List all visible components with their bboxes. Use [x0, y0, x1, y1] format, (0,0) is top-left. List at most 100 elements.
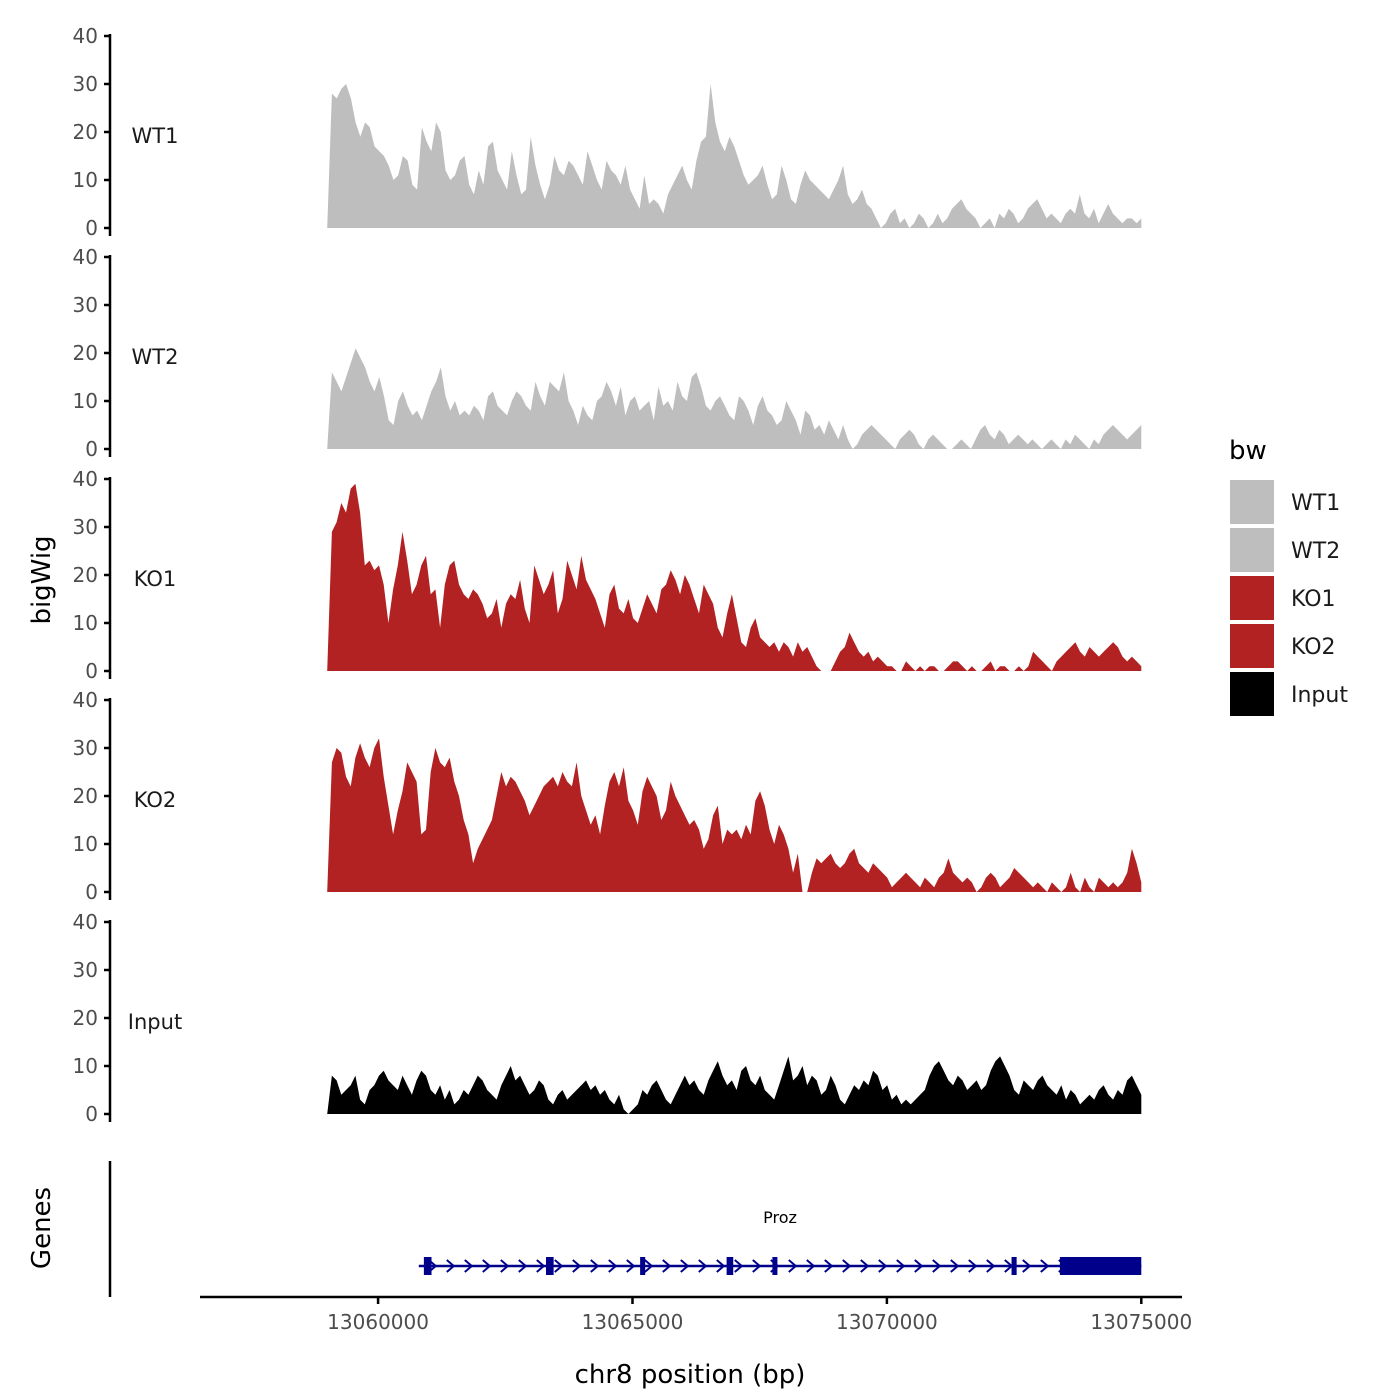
strand-arrow-icon: [860, 1259, 870, 1273]
strand-arrow-icon: [734, 1259, 744, 1273]
strand-arrow-icon: [968, 1259, 978, 1273]
strand-arrow-icon: [536, 1259, 546, 1273]
strand-arrow-icon: [572, 1259, 582, 1273]
x-axis: 13060000 13065000 13070000 13075000: [200, 1295, 1192, 1334]
strand-arrow-icon: [1040, 1259, 1050, 1273]
legend-swatch-wt1: [1230, 480, 1274, 524]
strand-arrow-icon: [788, 1259, 798, 1273]
gene-proz: Proz: [418, 1208, 1142, 1275]
y-tick-label: 30: [73, 958, 98, 982]
legend: bw WT1 WT2 KO1 KO2 Input: [1229, 436, 1348, 716]
area-input: [327, 1056, 1142, 1114]
y-tick-label: 30: [73, 293, 98, 317]
strand-arrow-icon: [842, 1259, 852, 1273]
gene-exon: [1059, 1257, 1142, 1275]
y-tick-label: 0: [85, 1102, 98, 1126]
x-tick-label: 13070000: [836, 1310, 938, 1334]
x-tick-label: 13075000: [1090, 1310, 1192, 1334]
y-tick-label: 20: [73, 1006, 98, 1030]
strand-arrow-icon: [752, 1259, 762, 1273]
coverage-tracks: 0 10 20 30 40 WT1 0 10 20 30 40 WT2 0 10 20 30 40 KO1 0 10 2…: [73, 24, 1142, 1126]
y-tick-label: 0: [85, 216, 98, 240]
y-tick-label: 40: [73, 910, 98, 934]
strand-arrow-icon: [680, 1259, 690, 1273]
y-tick-label: 10: [73, 832, 98, 856]
area-ko2: [327, 738, 1142, 892]
track-ko1: 0 10 20 30 40 KO1: [73, 467, 1142, 683]
y-tick-label: 10: [73, 168, 98, 192]
legend-label-ko2: KO2: [1291, 635, 1336, 660]
y-axis-title: bigWig: [27, 535, 57, 624]
y-tick-label: 10: [73, 389, 98, 413]
y-tick-label: 40: [73, 24, 98, 48]
y-tick-label: 20: [73, 563, 98, 587]
strand-arrow-icon: [464, 1259, 474, 1273]
x-axis-title: chr8 position (bp): [575, 1360, 806, 1390]
x-tick-label: 13060000: [327, 1310, 429, 1334]
y-tick-label: 0: [85, 880, 98, 904]
strand-arrow-icon: [896, 1259, 906, 1273]
strand-arrow-icon: [1022, 1259, 1032, 1273]
gene-exon: [772, 1257, 778, 1275]
area-wt1: [327, 84, 1142, 228]
strand-arrow-icon: [824, 1259, 834, 1273]
strand-arrow-icon: [608, 1259, 618, 1273]
x-tick-label: 13065000: [582, 1310, 684, 1334]
legend-swatch-input: [1230, 672, 1274, 716]
y-tick-label: 40: [73, 688, 98, 712]
legend-label-wt2: WT2: [1291, 539, 1340, 564]
strand-arrow-icon: [662, 1259, 672, 1273]
track-label-wt1: WT1: [132, 124, 179, 148]
track-input: 0 10 20 30 40 Input: [73, 910, 1142, 1126]
track-ko2: 0 10 20 30 40 KO2: [73, 688, 1142, 904]
strand-arrow-icon: [482, 1259, 492, 1273]
y-tick-label: 0: [85, 437, 98, 461]
legend-swatch-ko2: [1230, 624, 1274, 668]
legend-label-input: Input: [1291, 683, 1348, 708]
strand-arrow-icon: [878, 1259, 888, 1273]
strand-arrow-icon: [644, 1259, 654, 1273]
strand-arrow-icon: [806, 1259, 816, 1273]
y-tick-label: 20: [73, 120, 98, 144]
gene-exon: [545, 1257, 554, 1275]
area-ko1: [327, 483, 1142, 671]
strand-arrow-icon: [932, 1259, 942, 1273]
area-wt2: [327, 348, 1142, 449]
strand-arrow-icon: [500, 1259, 510, 1273]
strand-arrow-icon: [590, 1259, 600, 1273]
legend-swatch-wt2: [1230, 528, 1274, 572]
y-tick-label: 10: [73, 611, 98, 635]
y-tick-label: 10: [73, 1054, 98, 1078]
genes-axis-title: Genes: [27, 1187, 57, 1269]
track-wt1: 0 10 20 30 40 WT1: [73, 24, 1142, 240]
gene-name-label: Proz: [763, 1208, 797, 1227]
gene-exon: [726, 1257, 734, 1275]
strand-arrow-icon: [914, 1259, 924, 1273]
y-tick-label: 40: [73, 245, 98, 269]
y-tick-label: 30: [73, 72, 98, 96]
strand-arrow-icon: [986, 1259, 996, 1273]
gene-exon: [423, 1257, 432, 1275]
y-tick-label: 30: [73, 736, 98, 760]
legend-title: bw: [1229, 436, 1267, 466]
track-label-ko1: KO1: [134, 567, 177, 591]
strand-arrow-icon: [950, 1259, 960, 1273]
y-tick-label: 40: [73, 467, 98, 491]
y-tick-label: 20: [73, 341, 98, 365]
y-tick-label: 0: [85, 659, 98, 683]
gene-track: Proz: [108, 1161, 1142, 1297]
y-tick-label: 30: [73, 515, 98, 539]
strand-arrow-icon: [626, 1259, 636, 1273]
strand-arrow-icon: [446, 1259, 456, 1273]
track-wt2: 0 10 20 30 40 WT2: [73, 245, 1142, 461]
track-label-ko2: KO2: [134, 788, 177, 812]
legend-label-ko1: KO1: [1291, 587, 1336, 612]
y-tick-label: 20: [73, 784, 98, 808]
track-label-input: Input: [128, 1010, 182, 1034]
strand-arrow-icon: [716, 1259, 726, 1273]
strand-arrow-icon: [698, 1259, 708, 1273]
gene-exon: [1011, 1257, 1017, 1275]
gene-exon: [640, 1257, 646, 1275]
track-label-wt2: WT2: [132, 345, 179, 369]
